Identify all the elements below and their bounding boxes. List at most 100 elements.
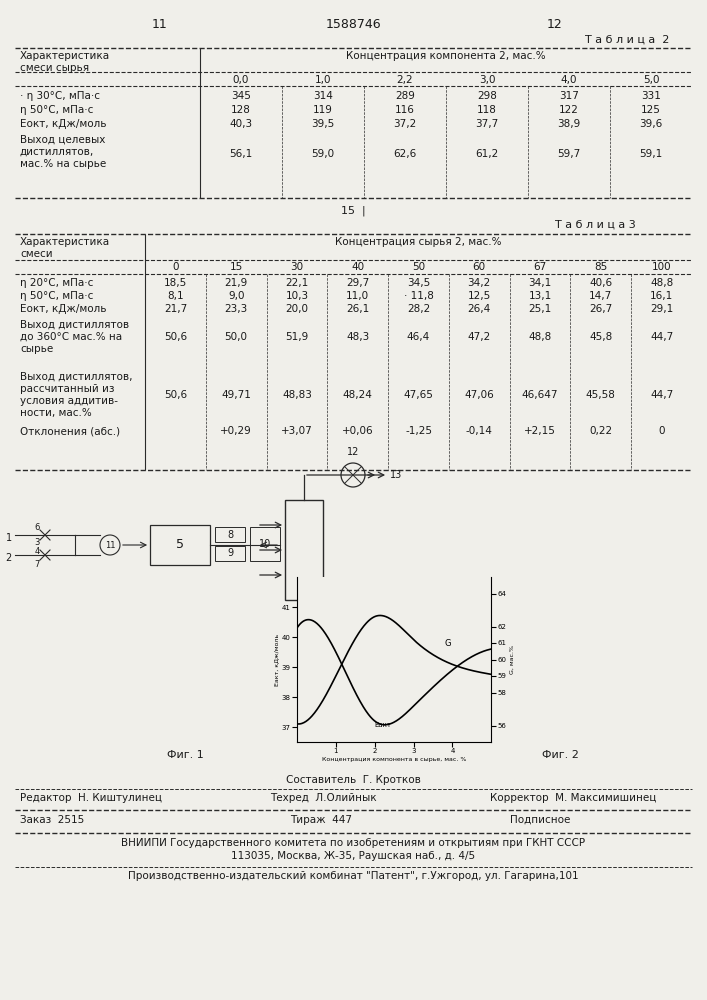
- Text: Характеристика: Характеристика: [20, 51, 110, 61]
- Text: 289: 289: [395, 91, 415, 101]
- Text: 7: 7: [35, 560, 40, 569]
- Text: 45,58: 45,58: [586, 390, 616, 400]
- Text: Заказ  2515: Заказ 2515: [20, 815, 84, 825]
- Text: 29,7: 29,7: [346, 278, 369, 288]
- Text: 26,1: 26,1: [346, 304, 369, 314]
- Text: Редактор  Н. Киштулинец: Редактор Н. Киштулинец: [20, 793, 162, 803]
- Text: 2: 2: [6, 553, 12, 563]
- Text: 59,0: 59,0: [312, 149, 334, 159]
- Text: 59,7: 59,7: [557, 149, 580, 159]
- Text: Выход дистиллятов,: Выход дистиллятов,: [20, 372, 132, 382]
- Text: мас.% на сырье: мас.% на сырье: [20, 159, 106, 169]
- Text: 11: 11: [105, 541, 115, 550]
- Text: 5: 5: [176, 538, 184, 552]
- Text: 13,1: 13,1: [528, 291, 551, 301]
- Text: 60: 60: [473, 262, 486, 272]
- Text: Тираж  447: Тираж 447: [290, 815, 352, 825]
- Text: 1,0: 1,0: [315, 75, 332, 85]
- Text: 298: 298: [477, 91, 497, 101]
- Text: 5,0: 5,0: [643, 75, 659, 85]
- Text: 314: 314: [313, 91, 333, 101]
- Text: Производственно-издательский комбинат "Патент", г.Ужгород, ул. Гагарина,101: Производственно-издательский комбинат "П…: [128, 871, 578, 881]
- Text: 11: 11: [152, 18, 168, 31]
- Text: -0,14: -0,14: [466, 426, 493, 436]
- Text: 47,06: 47,06: [464, 390, 494, 400]
- Text: сырье: сырье: [20, 344, 53, 354]
- Text: 39,5: 39,5: [311, 119, 334, 129]
- Text: 26,4: 26,4: [467, 304, 491, 314]
- Text: 1588746: 1588746: [325, 18, 381, 31]
- Text: 345: 345: [231, 91, 251, 101]
- Text: 22,1: 22,1: [286, 278, 308, 288]
- Text: 40: 40: [351, 262, 364, 272]
- Text: Техред  Л.Олийнык: Техред Л.Олийнык: [270, 793, 377, 803]
- X-axis label: Концентрация компонента в сырье, мас. %: Концентрация компонента в сырье, мас. %: [322, 757, 467, 762]
- Text: 16,1: 16,1: [650, 291, 673, 301]
- Text: 30: 30: [291, 262, 303, 272]
- Text: 26,7: 26,7: [589, 304, 612, 314]
- Text: · η 30°C, мПа·с: · η 30°C, мПа·с: [20, 91, 100, 101]
- Text: 12,5: 12,5: [467, 291, 491, 301]
- Text: Выход целевых: Выход целевых: [20, 135, 105, 145]
- Text: Eокт, кДж/моль: Eокт, кДж/моль: [20, 119, 107, 129]
- Y-axis label: Еакт, кДж/моль: Еакт, кДж/моль: [274, 633, 279, 686]
- Text: 13: 13: [390, 470, 402, 480]
- Bar: [215, 527, 245, 542]
- Text: · 11,8: · 11,8: [404, 291, 433, 301]
- Text: 48,8: 48,8: [528, 332, 551, 342]
- Text: 47,2: 47,2: [467, 332, 491, 342]
- Bar: [150, 525, 210, 565]
- Text: 9,0: 9,0: [228, 291, 245, 301]
- Text: 12: 12: [547, 18, 563, 31]
- Text: 25,1: 25,1: [528, 304, 551, 314]
- Text: 0: 0: [172, 262, 179, 272]
- Text: дистиллятов,: дистиллятов,: [20, 147, 94, 157]
- Text: 34,5: 34,5: [407, 278, 430, 288]
- Text: рассчитанный из: рассчитанный из: [20, 384, 115, 394]
- Text: 48,24: 48,24: [343, 390, 373, 400]
- Text: 51,9: 51,9: [286, 332, 308, 342]
- Text: 21,9: 21,9: [225, 278, 247, 288]
- Text: 85: 85: [594, 262, 607, 272]
- Text: 9: 9: [227, 548, 233, 558]
- Text: 331: 331: [641, 91, 661, 101]
- Text: 37,7: 37,7: [475, 119, 498, 129]
- Text: 12: 12: [347, 447, 359, 457]
- Text: 49,71: 49,71: [221, 390, 251, 400]
- Text: 14,7: 14,7: [589, 291, 612, 301]
- Text: до 360°C мас.% на: до 360°C мас.% на: [20, 332, 122, 342]
- Text: 10,3: 10,3: [286, 291, 308, 301]
- Text: +2,15: +2,15: [524, 426, 556, 436]
- Text: +0,29: +0,29: [221, 426, 252, 436]
- Text: 0,0: 0,0: [233, 75, 249, 85]
- Text: Eакт: Eакт: [375, 722, 392, 728]
- Text: 122: 122: [559, 105, 579, 115]
- Text: 10: 10: [259, 539, 271, 549]
- Text: ности, мас.%: ности, мас.%: [20, 408, 92, 418]
- Text: 1: 1: [6, 533, 12, 543]
- Text: 8: 8: [227, 530, 233, 540]
- Text: 116: 116: [395, 105, 415, 115]
- Text: +0,06: +0,06: [342, 426, 373, 436]
- Text: 113035, Москва, Ж-35, Раушская наб., д. 4/5: 113035, Москва, Ж-35, Раушская наб., д. …: [231, 851, 475, 861]
- Text: 11,0: 11,0: [346, 291, 369, 301]
- Text: η 50°C, мПа·с: η 50°C, мПа·с: [20, 291, 93, 301]
- Text: G: G: [445, 639, 451, 648]
- Text: Характеристика: Характеристика: [20, 237, 110, 247]
- Text: 50,6: 50,6: [164, 332, 187, 342]
- Text: условия аддитив-: условия аддитив-: [20, 396, 118, 406]
- Text: смеси: смеси: [20, 249, 52, 259]
- Text: 38,9: 38,9: [557, 119, 580, 129]
- Text: -1,25: -1,25: [405, 426, 432, 436]
- Text: 67: 67: [533, 262, 547, 272]
- Text: 62,6: 62,6: [393, 149, 416, 159]
- Text: 46,647: 46,647: [522, 390, 559, 400]
- Text: 119: 119: [313, 105, 333, 115]
- Text: ВНИИПИ Государственного комитета по изобретениям и открытиям при ГКНТ СССР: ВНИИПИ Государственного комитета по изоб…: [121, 838, 585, 848]
- Text: Eокт, кДж/моль: Eокт, кДж/моль: [20, 304, 107, 314]
- Text: Т а б л и ц а 3: Т а б л и ц а 3: [555, 220, 636, 230]
- Text: 40,3: 40,3: [230, 119, 252, 129]
- Text: 61,2: 61,2: [475, 149, 498, 159]
- Text: 45,8: 45,8: [589, 332, 612, 342]
- Text: η 50°C, мПа·с: η 50°C, мПа·с: [20, 105, 93, 115]
